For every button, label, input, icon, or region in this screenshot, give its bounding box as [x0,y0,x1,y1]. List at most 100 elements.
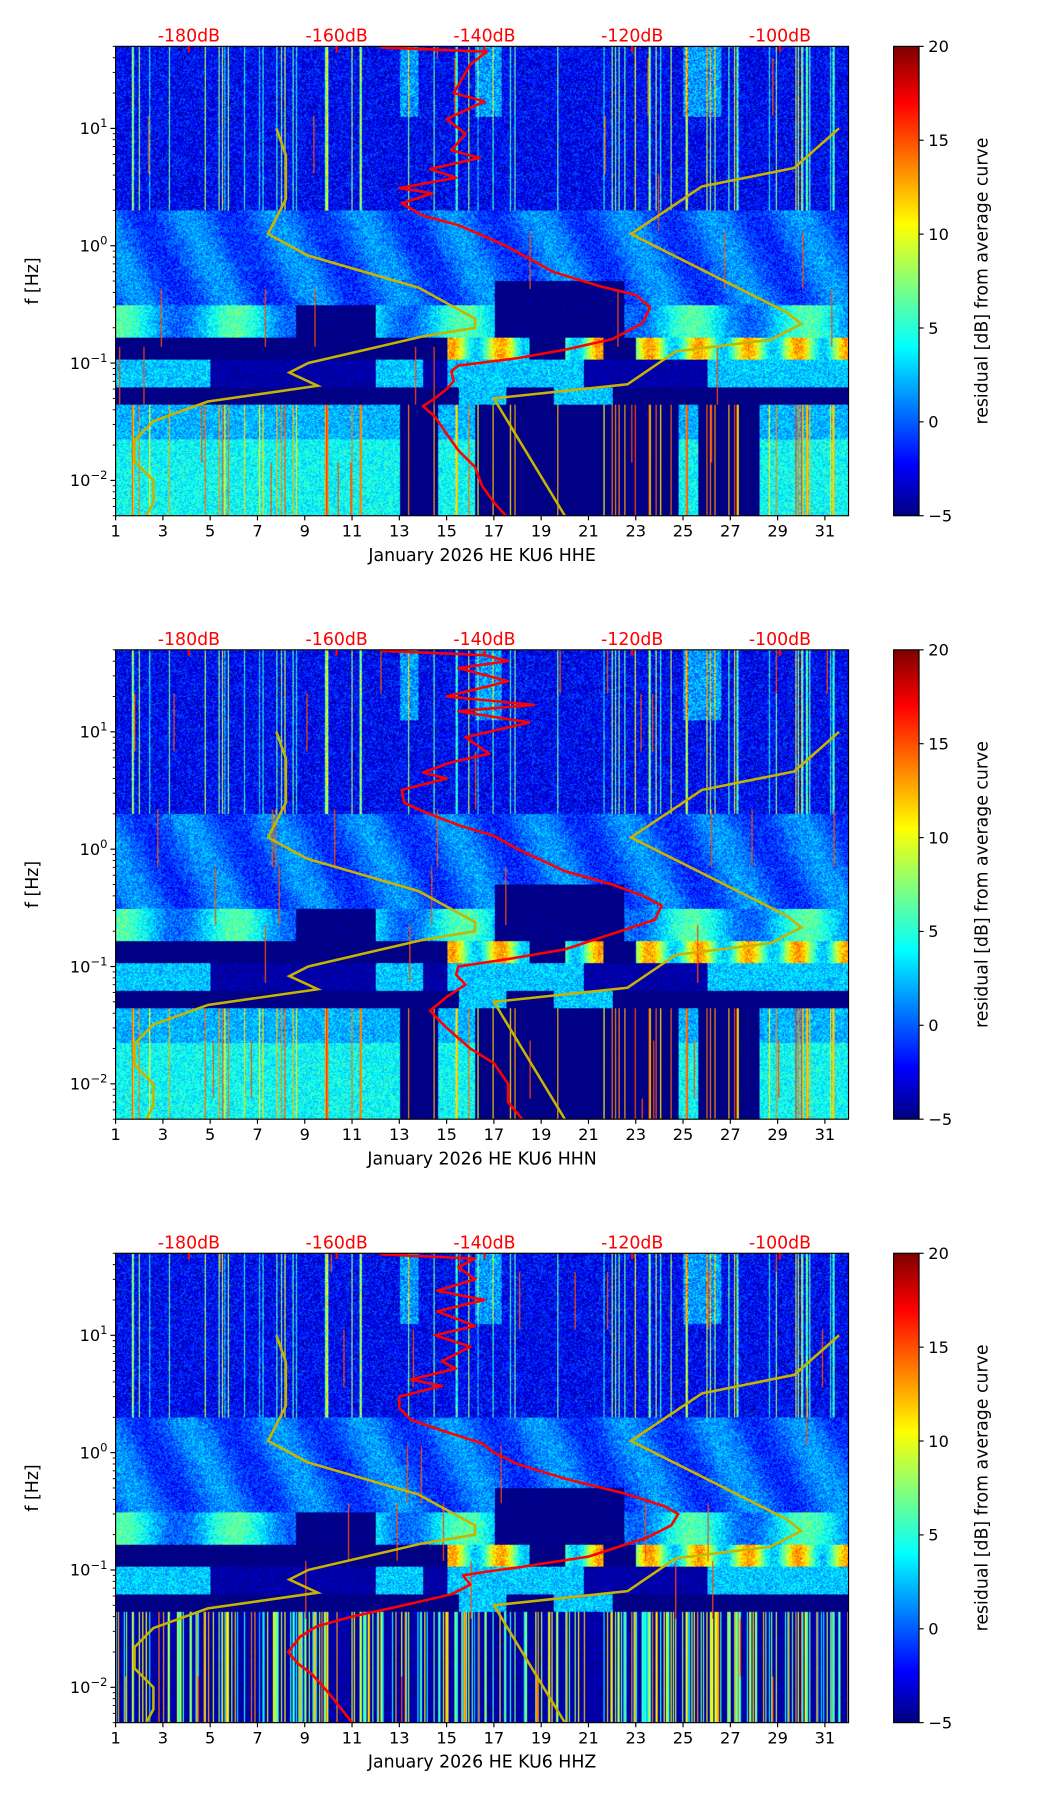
top-axis-label: -160dB [306,1234,368,1254]
x-tick-label: 21 [578,1728,599,1747]
x-tick-label: 17 [484,1728,505,1747]
y-tick-label: 10−2 [70,1072,108,1094]
colorbar-label: residual [dB] from average curve [972,1344,992,1631]
x-tick-label: 5 [205,1728,215,1747]
y-tick-exponent: 0 [100,234,107,248]
x-tick-label: 19 [531,1728,552,1747]
x-tick-label: 15 [436,522,457,541]
x-tick-label: 17 [484,1125,505,1144]
x-tick-label: 25 [673,1728,694,1747]
colorbar-tick-label: 10 [928,225,949,244]
x-tick-label: 13 [389,1728,410,1747]
x-tick-label: 5 [205,522,215,541]
colorbar-tick-label: −5 [928,1110,952,1129]
y-tick-base: 10 [70,354,91,373]
y-tick-exponent: 1 [100,720,107,734]
top-axis-label: -160dB [306,27,368,47]
top-axis-label: -120dB [601,1234,663,1254]
y-tick-exponent: −1 [90,351,107,365]
colorbar-tick-label: 15 [928,734,949,753]
y-tick-label: 10−2 [70,468,108,490]
y-tick-base: 10 [70,1678,91,1697]
x-tick-label: 11 [342,522,363,541]
x-tick-label: 29 [767,1728,788,1747]
x-tick-label: 27 [720,522,741,541]
x-tick-label: 11 [342,1125,363,1144]
x-tick-label: 9 [300,1125,310,1144]
y-tick-base: 10 [80,237,101,256]
top-axis-label: -120dB [601,27,663,47]
x-tick-label: 29 [767,522,788,541]
y-tick-exponent: 0 [100,837,107,851]
x-tick-label: 9 [300,1728,310,1747]
y-tick-label: 100 [80,234,108,256]
y-tick-base: 10 [70,471,91,490]
colorbar-tick-label: −5 [928,507,952,526]
top-axis-label: -100dB [749,630,811,650]
colorbar-tick-label: 15 [928,131,949,150]
x-tick-label: 25 [673,1125,694,1144]
y-tick-exponent: −2 [90,468,107,482]
reference-curve-high [491,730,840,1120]
y-tick-base: 10 [80,840,101,859]
x-tick-label: 7 [252,1125,262,1144]
top-axis-label: -180dB [158,27,220,47]
x-tick-label: 23 [625,1125,646,1144]
x-tick-label: 19 [531,1125,552,1144]
colorbar-tick-label: 5 [928,319,938,338]
colorbar-tick-label: 5 [928,1526,938,1545]
y-tick-base: 10 [80,723,101,742]
y-tick-label: 10−1 [70,351,108,373]
colorbar-tick-label: 0 [928,413,938,432]
colorbar [893,1252,920,1724]
x-tick-label: 23 [625,522,646,541]
y-tick-base: 10 [80,119,101,138]
psd-curve [286,1253,680,1724]
y-tick-exponent: −1 [90,1558,107,1572]
top-axis-label: -100dB [749,27,811,47]
x-tick-label: 19 [531,522,552,541]
top-axis-label: -160dB [306,630,368,650]
colorbar-tick-label: 10 [928,828,949,847]
y-tick-exponent: −1 [90,954,107,968]
x-tick-label: 27 [720,1728,741,1747]
x-tick-label: 27 [720,1125,741,1144]
reference-curve-high [491,1334,840,1724]
x-axis-label: January 2026 HE KU6 HHN [366,1149,596,1169]
colorbar-tick-label: 20 [928,1244,949,1263]
x-axis-label: January 2026 HE KU6 HHZ [367,1753,596,1773]
colorbar-tick-label: 10 [928,1432,949,1451]
y-tick-base: 10 [70,1075,91,1094]
x-tick-label: 1 [110,522,120,541]
plot-frame [115,1252,850,1724]
colorbar-tick-label: 15 [928,1338,949,1357]
x-tick-label: 21 [578,522,599,541]
x-tick-label: 1 [110,1125,120,1144]
colorbar [893,45,920,517]
y-tick-label: 10−2 [70,1675,108,1697]
y-tick-label: 100 [80,837,108,859]
colorbar-tick-label: 20 [928,37,949,56]
reference-curve-low [133,731,477,1120]
top-axis-label: -180dB [158,630,220,650]
reference-curve-high [491,127,840,517]
x-tick-label: 13 [389,1125,410,1144]
y-axis-label: f [Hz] [23,861,43,908]
colorbar-label: residual [dB] from average curve [972,138,992,425]
y-tick-base: 10 [80,1443,101,1462]
y-tick-exponent: 0 [100,1440,107,1454]
psd-curve [380,46,652,517]
y-tick-label: 101 [80,1323,108,1345]
x-tick-label: 9 [300,522,310,541]
y-tick-label: 100 [80,1440,108,1462]
y-tick-label: 10−1 [70,1558,108,1580]
x-tick-label: 15 [436,1125,457,1144]
top-axis-label: -140dB [453,1234,515,1254]
x-tick-label: 15 [436,1728,457,1747]
